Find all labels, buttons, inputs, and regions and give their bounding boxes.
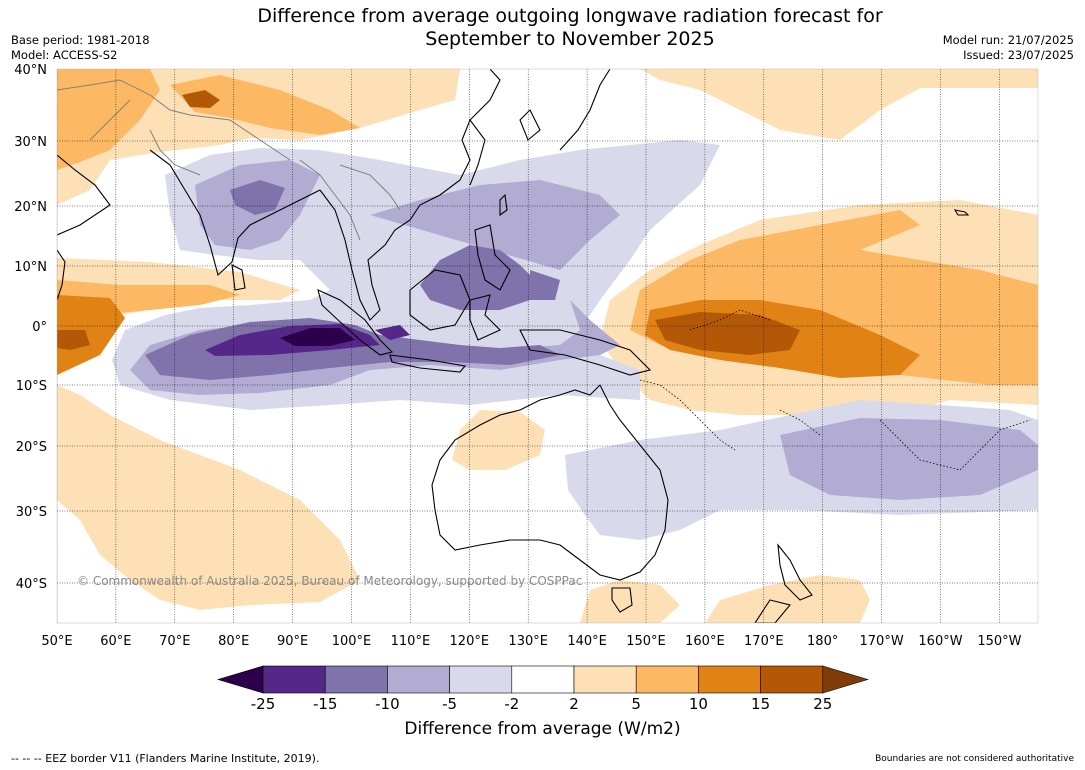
lat-tick-label: 0° <box>32 320 47 335</box>
base-period: Base period: 1981-2018 <box>11 33 150 47</box>
lat-tick-label: 10°N <box>14 260 47 275</box>
colorbar-swatch <box>698 665 761 694</box>
colorbar-tick-label: 25 <box>813 695 832 713</box>
country-borders <box>57 79 401 241</box>
positive-anomaly-regions <box>57 69 1038 623</box>
lon-tick-label: 70°E <box>159 634 190 649</box>
negative-anomaly-regions <box>112 140 1038 540</box>
lat-tick-label: 30°S <box>16 505 47 520</box>
longitude-ticks: 50°E 60°E 70°E 80°E 90°E 100°E 110°E 120°E 130°E… <box>41 634 1021 649</box>
eez-borders <box>639 309 1031 471</box>
lat-tick-label: 30°N <box>14 135 47 150</box>
lon-tick-label: 120°E <box>450 634 490 649</box>
colorbar-swatch <box>324 665 388 694</box>
lon-tick-label: 100°E <box>332 634 372 649</box>
copyright-notice: © Commonwealth of Australia 2025, Bureau… <box>77 574 583 588</box>
colorbar-tick-label: -10 <box>375 695 400 713</box>
colorbar-tick-label: -15 <box>313 695 338 713</box>
lon-tick-label: 160°E <box>685 634 725 649</box>
lat-tick-label: 40°N <box>14 63 47 78</box>
colorbar-tick-label: 15 <box>751 695 770 713</box>
colorbar-max-arrow <box>822 665 869 694</box>
colorbar-swatch <box>449 665 513 694</box>
lon-tick-label: 90°E <box>277 634 308 649</box>
colorbar-tick-label: 10 <box>689 695 708 713</box>
lon-tick-label: 130°E <box>508 634 548 649</box>
colorbar-swatch <box>635 665 699 694</box>
lon-tick-label: 50°E <box>41 634 72 649</box>
lon-tick-label: 180° <box>807 634 838 649</box>
lat-tick-label: 20°N <box>14 200 47 215</box>
lon-tick-label: 170°W <box>860 634 904 649</box>
issued-date: Issued: 23/07/2025 <box>963 48 1074 62</box>
colorbar-swatch <box>511 665 575 694</box>
lat-tick-label: 20°S <box>16 440 47 455</box>
anomaly-field <box>57 69 1038 623</box>
graticule <box>57 69 1038 623</box>
title-line-1: Difference from average outgoing longwav… <box>257 5 883 27</box>
colorbar-tick-label: -5 <box>442 695 457 713</box>
coastlines <box>57 69 970 623</box>
colorbar: -25 -15 -10 -5 -2 2 5 10 15 25 <box>216 665 869 713</box>
lon-tick-label: 80°E <box>218 634 249 649</box>
meta-left: Base period: 1981-2018 Model: ACCESS-S2 <box>11 33 150 63</box>
meta-right: Model run: 21/07/2025 Issued: 23/07/2025 <box>943 33 1074 63</box>
colorbar-tick-label: 2 <box>569 695 579 713</box>
colorbar-tick-label: -2 <box>504 695 519 713</box>
map-title: Difference from average outgoing longwav… <box>180 5 960 51</box>
boundaries-disclaimer: Boundaries are not considered authoritat… <box>875 754 1074 764</box>
colorbar-swatch <box>387 665 450 694</box>
eez-legend-note: -- -- -- EEZ border V11 (Flanders Marine… <box>11 752 320 765</box>
colorbar-tick-label: -25 <box>251 695 276 713</box>
lon-tick-label: 60°E <box>100 634 131 649</box>
colorbar-tick-label: 5 <box>631 695 641 713</box>
lon-tick-label: 150°E <box>626 634 666 649</box>
lat-tick-label: 40°S <box>16 577 47 592</box>
lon-tick-label: 170°E <box>744 634 784 649</box>
colorbar-swatch <box>573 665 637 694</box>
model-name: Model: ACCESS-S2 <box>11 48 118 62</box>
map-frame <box>56 68 1039 624</box>
lon-tick-label: 140°E <box>567 634 607 649</box>
colorbar-swatch <box>760 665 824 694</box>
colorbar-title: Difference from average (W/m2) <box>404 719 681 739</box>
lon-tick-label: 160°W <box>918 634 962 649</box>
title-line-2: September to November 2025 <box>425 28 715 50</box>
model-run: Model run: 21/07/2025 <box>942 33 1074 47</box>
colorbar-min-arrow <box>216 665 264 694</box>
lon-tick-label: 110°E <box>391 634 431 649</box>
lon-tick-label: 150°W <box>977 634 1021 649</box>
colorbar-swatch <box>262 665 326 694</box>
lat-tick-label: 10°S <box>16 379 47 394</box>
latitude-ticks: 40°N 30°N 20°N 10°N 0° 10°S 20°S 30°S 40°S <box>14 63 47 592</box>
